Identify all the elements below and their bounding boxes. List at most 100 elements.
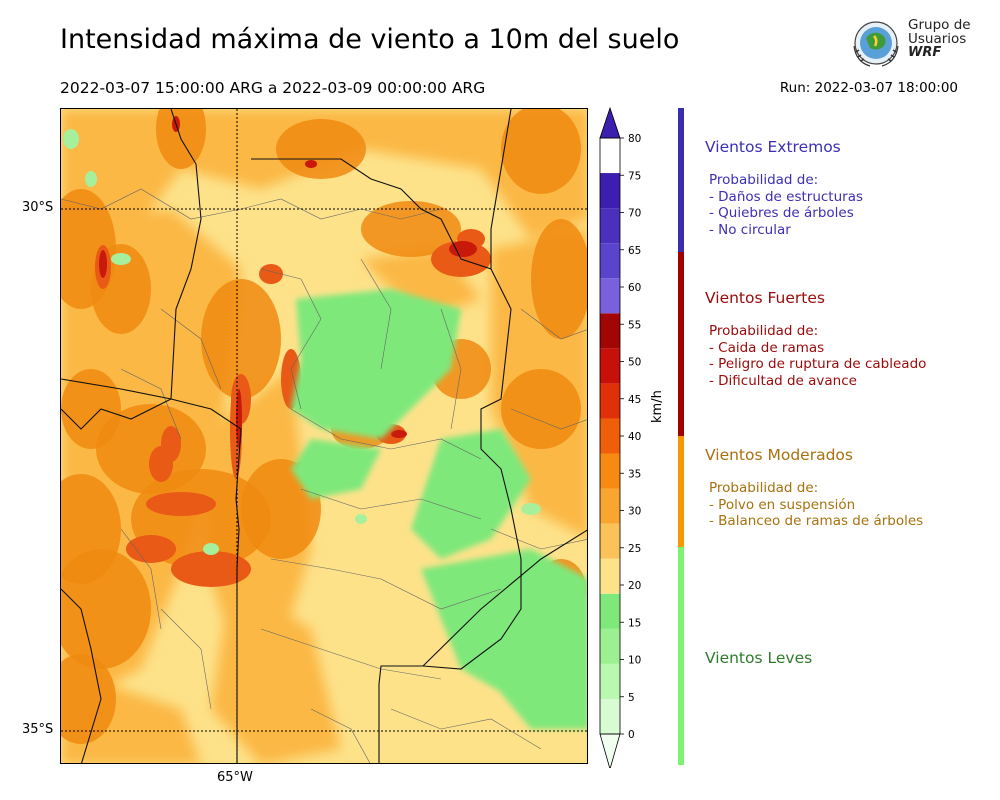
logo-line-3: WRF xyxy=(908,45,942,60)
strong-line-2: - Caida de ramas xyxy=(709,339,825,356)
department-border xyxy=(310,708,371,763)
department-border xyxy=(270,558,502,610)
strong-wind-zone xyxy=(201,279,281,399)
extreme-line-2: - Daños de estructuras xyxy=(709,188,864,205)
wrf-logo: Grupo de Usuarios WRF xyxy=(848,16,978,76)
moderate-line-3: - Balanceo de ramas de árboles xyxy=(709,513,924,529)
colorbar-tick-label: 60 xyxy=(628,282,641,294)
colorbar-tick-label: 80 xyxy=(628,133,641,145)
high-wind-streak xyxy=(259,264,283,284)
colorbar-tick-label: 15 xyxy=(628,617,641,629)
extreme-line-1: Probabilidad de: xyxy=(709,172,819,188)
colorbar-tick-label: 5 xyxy=(628,692,635,704)
province-border xyxy=(61,378,242,570)
forecast-period: 2022-03-07 15:00:00 ARG a 2022-03-09 00:… xyxy=(60,79,486,97)
colorbar-segment xyxy=(600,453,620,489)
light-wind-spot xyxy=(521,503,541,515)
colorbar-segment xyxy=(600,383,620,419)
extreme-wind-streak xyxy=(99,250,107,278)
extreme-wind-streak xyxy=(391,430,407,438)
high-wind-streak xyxy=(171,551,251,587)
colorbar-segment xyxy=(600,558,620,594)
colorbar-tick-label: 0 xyxy=(628,729,635,741)
colorbar-segment xyxy=(600,348,620,384)
strong-wind-zone xyxy=(531,219,587,339)
department-border xyxy=(120,528,162,630)
department-border xyxy=(510,408,587,430)
strong-wind-zone xyxy=(501,109,581,194)
colorbar-units-label: km/h xyxy=(650,390,665,423)
colorbar-segment xyxy=(600,313,620,349)
department-border xyxy=(360,258,392,370)
light-wind-zone xyxy=(291,439,381,499)
department-border xyxy=(440,308,462,430)
lat-label-30s: 30°S xyxy=(22,200,54,215)
colorbar-tick-label: 20 xyxy=(628,580,641,592)
moderate-wind-zone xyxy=(211,579,341,763)
colorbar-tick-label: 25 xyxy=(628,543,641,555)
light-wind-spot xyxy=(203,543,219,555)
department-border xyxy=(120,368,182,440)
department-border xyxy=(160,608,212,710)
colorbar-segment xyxy=(600,418,620,454)
light-wind-spot xyxy=(355,514,367,524)
colorbar-segment xyxy=(600,208,620,244)
strong-wind-zone xyxy=(501,369,581,449)
category-title-light: Vientos Leves xyxy=(705,649,813,667)
strong-line-3: - Peligro de ruptura de cableado xyxy=(709,356,927,372)
light-wind-zone xyxy=(411,429,531,559)
colorbar-under-triangle xyxy=(599,733,621,768)
colorbar-over-triangle xyxy=(599,106,621,139)
extreme-line-4: - No circular xyxy=(709,221,791,238)
province-border xyxy=(61,398,172,430)
strong-wind-zone xyxy=(61,654,116,744)
chart-title: Intensidad máxima de viento a 10m del su… xyxy=(60,24,680,55)
colorbar-segment xyxy=(600,593,620,629)
high-wind-streak xyxy=(149,446,173,482)
colorbar-tick-label: 50 xyxy=(628,357,641,369)
strong-wind-zone xyxy=(61,549,151,669)
light-wind-spot xyxy=(63,129,79,149)
department-border xyxy=(290,408,482,460)
province-border xyxy=(251,158,512,510)
province-border xyxy=(61,588,102,763)
category-text-moderate: Probabilidad de: - Polvo en suspensión -… xyxy=(709,480,923,530)
wind-field-svg xyxy=(61,109,587,763)
province-border xyxy=(170,109,202,400)
department-border xyxy=(300,488,482,520)
colorbar-segment xyxy=(600,663,620,699)
wind-intensity-map xyxy=(60,108,588,764)
colorbar-tick-label: 40 xyxy=(628,431,641,443)
department-border xyxy=(390,708,542,750)
category-text-extreme: Probabilidad de: - Daños de estructuras … xyxy=(709,172,863,238)
department-border xyxy=(260,268,322,410)
band-extreme xyxy=(678,108,684,252)
colorbar-tick-label: 45 xyxy=(628,394,641,406)
light-wind-zone xyxy=(291,289,461,439)
extreme-wind-streak xyxy=(305,160,317,168)
category-title-strong: Vientos Fuertes xyxy=(705,289,825,307)
strong-wind-zone xyxy=(96,404,206,494)
extreme-wind-streak xyxy=(449,241,477,257)
light-wind-zone xyxy=(481,649,587,729)
lat-label-35s: 35°S xyxy=(22,722,54,737)
logo-line-2: Usuarios xyxy=(908,31,967,47)
band-moderate xyxy=(678,436,684,547)
strong-wind-zone xyxy=(276,119,366,179)
province-border xyxy=(490,109,512,269)
colorbar-tick-label: 75 xyxy=(628,170,641,182)
colorbar-segment xyxy=(600,173,620,209)
strong-line-1: Probabilidad de: xyxy=(709,323,819,339)
department-border xyxy=(260,628,442,680)
department-border xyxy=(61,188,242,220)
extreme-line-3: - Quiebres de árboles xyxy=(709,205,854,221)
category-title-extreme: Vientos Extremos xyxy=(705,138,841,156)
category-text-strong: Probabilidad de: - Caida de ramas - Peli… xyxy=(709,323,926,389)
department-border xyxy=(160,308,222,390)
colorbar-tick-label: 10 xyxy=(628,655,641,667)
colorbar-segment xyxy=(600,278,620,314)
colorbar-tick-label: 35 xyxy=(628,468,641,480)
high-wind-streak xyxy=(126,535,176,563)
strong-line-4: - Dificultad de avance xyxy=(709,372,857,389)
colorbar-segment xyxy=(600,488,620,524)
